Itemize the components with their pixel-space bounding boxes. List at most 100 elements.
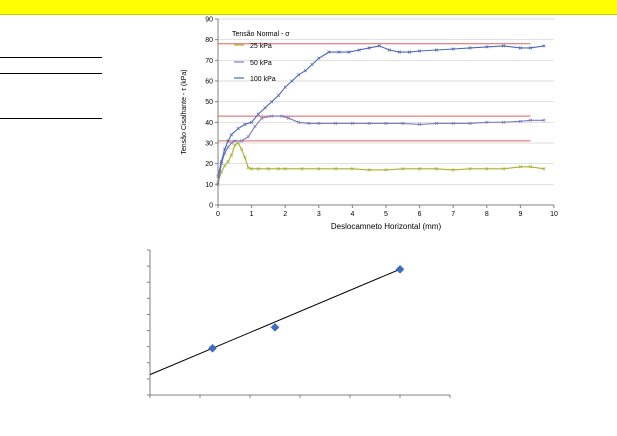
envelope-x-ticks [149, 395, 451, 398]
data-point [397, 50, 402, 54]
data-point [468, 46, 472, 50]
x-tick-label: 6 [418, 211, 422, 218]
data-point [357, 48, 361, 52]
data-point [236, 141, 240, 145]
data-point [434, 48, 439, 52]
data-point [219, 159, 224, 164]
y-tick-label: 50 [205, 99, 213, 106]
y-tick-label: 40 [205, 120, 213, 127]
data-point [401, 167, 405, 171]
data-point [542, 118, 546, 122]
data-point [270, 114, 274, 118]
data-point [528, 118, 533, 122]
data-point [350, 121, 355, 126]
legend-label-25kpa: 25 kPa [250, 43, 272, 50]
data-point [296, 120, 301, 124]
y-axis-label: Tensão Cisalhante - τ (kPa) [181, 69, 188, 154]
data-point-diamond [395, 264, 405, 274]
data-point [485, 45, 489, 49]
data-point [377, 44, 381, 48]
data-point [485, 120, 489, 124]
x-tick-label: 0 [216, 211, 220, 218]
y-tick-label: 20 [205, 161, 213, 168]
data-point [276, 93, 281, 98]
y-tick-label: 0 [209, 203, 213, 210]
data-point [283, 167, 287, 171]
data-point [310, 62, 314, 67]
data-point [518, 165, 523, 169]
legend: Tensão Normal - σ 25 kPa 50 kPa 100 kPa [232, 31, 290, 83]
data-point [290, 79, 294, 83]
data-point [367, 168, 371, 172]
data-point [501, 167, 506, 171]
x-tick-label: 2 [283, 211, 287, 218]
x-tick-label: 5 [384, 211, 388, 218]
data-point [260, 116, 264, 120]
data-point [256, 112, 260, 116]
data-point [246, 135, 250, 139]
envelope-points [208, 264, 405, 353]
data-point [296, 73, 301, 77]
data-point [367, 121, 371, 126]
data-point [307, 121, 311, 126]
data-point [417, 167, 422, 171]
y-tick-label: 10 [205, 182, 213, 189]
data-point [528, 165, 533, 169]
data-point [542, 44, 546, 48]
data-point [417, 49, 422, 53]
data-point [317, 167, 321, 171]
data-point [347, 50, 351, 54]
data-point [350, 167, 355, 171]
x-tick-label: 10 [550, 211, 558, 218]
envelope-trendline [149, 268, 401, 376]
data-point [317, 56, 321, 60]
data-point [434, 167, 439, 171]
x-tick-label: 7 [451, 211, 455, 218]
data-point [270, 100, 274, 104]
divider-line [0, 73, 102, 74]
y-tick-labels: 0 10 20 30 40 50 60 70 80 90 [205, 17, 218, 210]
data-point [233, 143, 237, 147]
data-point [226, 159, 230, 164]
x-tick-label: 3 [317, 211, 321, 218]
data-point [518, 119, 523, 123]
data-point [327, 50, 331, 54]
data-point [280, 114, 284, 118]
data-point [276, 167, 281, 171]
x-tick-label: 4 [350, 211, 354, 218]
x-tick-label: 9 [518, 211, 522, 218]
data-point [239, 147, 244, 151]
data-point [401, 121, 405, 126]
x-axis-label: Deslocamneto Horizontal (mm) [331, 222, 442, 231]
data-point [451, 47, 455, 51]
data-point [387, 48, 392, 52]
data-point [333, 167, 338, 171]
data-point [384, 121, 388, 126]
data-point [266, 167, 271, 171]
data-point [223, 147, 227, 151]
x-tick-label: 8 [485, 211, 489, 218]
data-point [337, 50, 341, 54]
data-point [226, 139, 230, 143]
data-point [246, 166, 250, 170]
divider-line [0, 118, 102, 119]
data-point [249, 167, 254, 171]
title-banner [0, 0, 617, 15]
data-point [407, 50, 412, 54]
x-tick-label: 1 [250, 211, 254, 218]
data-point [223, 164, 227, 168]
data-point [286, 116, 291, 120]
trendline [149, 268, 401, 376]
data-point [226, 145, 230, 149]
data-point [229, 141, 234, 145]
data-point [243, 122, 247, 127]
data-point [239, 139, 244, 143]
data-point [451, 121, 455, 126]
x-tick-labels: 0 1 2 3 4 5 6 7 8 9 10 [216, 205, 558, 218]
series-lines [216, 44, 546, 186]
data-point [542, 167, 546, 171]
data-point [233, 139, 237, 143]
data-point [253, 124, 257, 129]
data-point [501, 120, 506, 124]
y-tick-label: 30 [205, 141, 213, 148]
